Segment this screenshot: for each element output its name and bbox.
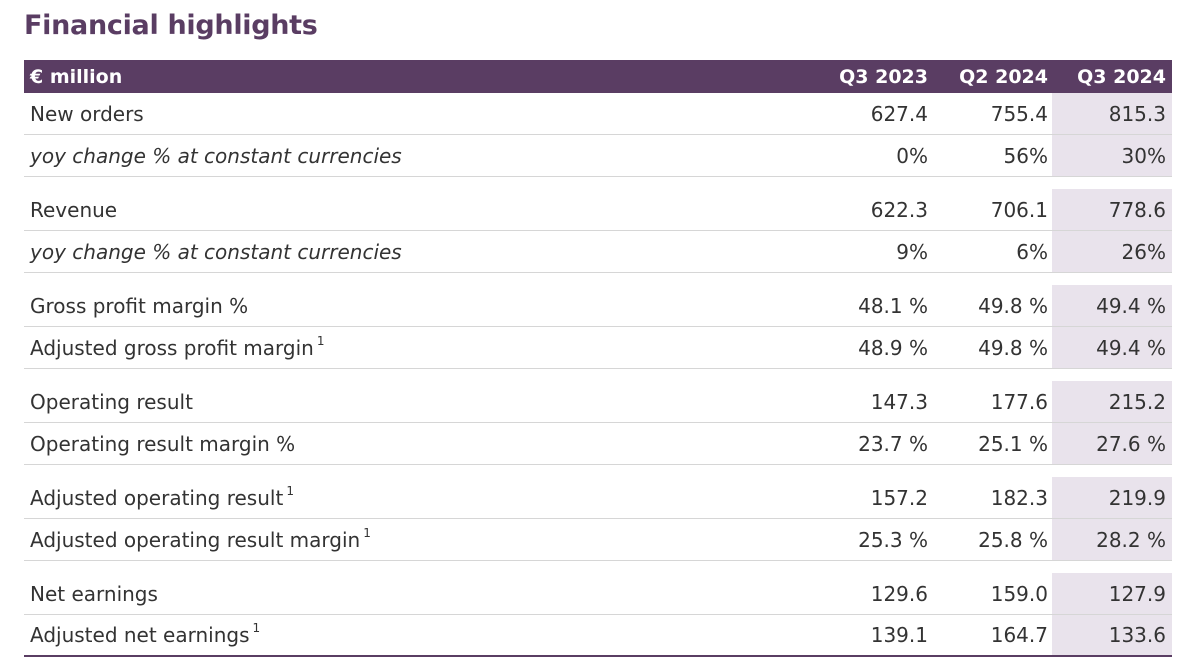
row-label: Revenue (30, 197, 118, 222)
cell-value: 49.4 % (1052, 327, 1172, 368)
cell-value: 25.1 % (978, 431, 1048, 456)
row-label: Adjusted operating result 1 (30, 483, 294, 510)
row-label: yoy change % at constant currencies (30, 143, 402, 168)
cell-value: 28.2 % (1052, 519, 1172, 560)
cell-value: 182.3 (990, 485, 1048, 510)
cell-value: 30% (1052, 135, 1172, 176)
row-label: Operating result (30, 389, 193, 414)
table-row: Gross profit margin % 48.1 % 49.8 % 49.4… (24, 285, 1172, 327)
cell-value: 9% (896, 239, 928, 264)
row-label: Adjusted operating result margin 1 (30, 525, 371, 552)
table-row: Adjusted operating result 1 157.2 182.3 2… (24, 477, 1172, 519)
cell-value: 778.6 (1052, 189, 1172, 230)
cell-value: 48.1 % (858, 293, 928, 318)
cell-value: 56% (1003, 143, 1048, 168)
header-col-q2-2024: Q2 2024 (959, 65, 1048, 88)
cell-value: 177.6 (990, 389, 1048, 414)
cell-value: 133.6 (1052, 615, 1172, 655)
financial-table: € million Q3 2023 Q2 2024 Q3 2024 New or… (24, 60, 1172, 657)
row-label: New orders (30, 101, 144, 126)
table-row: yoy change % at constant currencies 0% 5… (24, 135, 1172, 177)
cell-value: 23.7 % (858, 431, 928, 456)
cell-value: 49.4 % (1052, 285, 1172, 326)
table-row: Net earnings 129.6 159.0 127.9 (24, 573, 1172, 615)
table-row: New orders 627.4 755.4 815.3 (24, 93, 1172, 135)
cell-value: 6% (1016, 239, 1048, 264)
footnote-marker: 1 (252, 621, 261, 636)
row-label: Operating result margin % (30, 431, 296, 456)
table-row: Revenue 622.3 706.1 778.6 (24, 189, 1172, 231)
cell-value: 0% (896, 143, 928, 168)
table-row: Adjusted net earnings 1 139.1 164.7 133.6 (24, 615, 1172, 657)
footnote-marker: 1 (316, 333, 325, 348)
table-row: Adjusted operating result margin 1 25.3 %… (24, 519, 1172, 561)
cell-value: 139.1 (870, 623, 928, 647)
row-label: Adjusted gross profit margin 1 (30, 333, 325, 360)
table-row: yoy change % at constant currencies 9% 6… (24, 231, 1172, 273)
cell-value: 706.1 (990, 197, 1048, 222)
table-row: Adjusted gross profit margin 1 48.9 % 49.… (24, 327, 1172, 369)
footnote-marker: 1 (363, 525, 371, 540)
cell-value: 755.4 (990, 101, 1048, 126)
table-row: Operating result 147.3 177.6 215.2 (24, 381, 1172, 423)
row-label: Gross profit margin % (30, 293, 249, 318)
cell-value: 815.3 (1052, 93, 1172, 134)
cell-value: 215.2 (1052, 381, 1172, 422)
cell-value: 164.7 (990, 623, 1048, 647)
cell-value: 49.8 % (978, 335, 1048, 360)
cell-value: 622.3 (870, 197, 928, 222)
cell-value: 27.6 % (1052, 423, 1172, 464)
row-label: Net earnings (30, 581, 158, 606)
cell-value: 26% (1052, 231, 1172, 272)
cell-value: 25.8 % (978, 527, 1048, 552)
page-title: Financial highlights (24, 10, 318, 41)
row-label: Adjusted net earnings 1 (30, 621, 261, 647)
cell-value: 157.2 (870, 485, 928, 510)
cell-value: 627.4 (870, 101, 928, 126)
cell-value: 127.9 (1052, 573, 1172, 614)
footnote-marker: 1 (286, 483, 294, 498)
cell-value: 219.9 (1052, 477, 1172, 518)
table-header: € million Q3 2023 Q2 2024 Q3 2024 (24, 60, 1172, 93)
header-unit-label: € million (30, 65, 123, 88)
cell-value: 48.9 % (858, 335, 928, 360)
cell-value: 129.6 (870, 581, 928, 606)
cell-value: 49.8 % (978, 293, 1048, 318)
cell-value: 147.3 (870, 389, 928, 414)
cell-value: 25.3 % (858, 527, 928, 552)
row-label: yoy change % at constant currencies (30, 239, 402, 264)
table-row: Operating result margin % 23.7 % 25.1 % … (24, 423, 1172, 465)
cell-value: 159.0 (990, 581, 1048, 606)
header-col-q3-2024: Q3 2024 (1052, 60, 1172, 93)
header-col-q3-2023: Q3 2023 (839, 65, 928, 88)
